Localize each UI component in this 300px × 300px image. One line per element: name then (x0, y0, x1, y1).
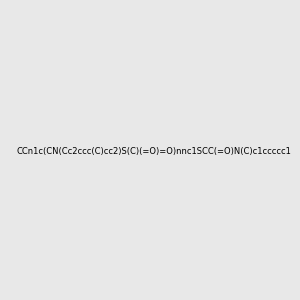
Text: CCn1c(CN(Cc2ccc(C)cc2)S(C)(=O)=O)nnc1SCC(=O)N(C)c1ccccc1: CCn1c(CN(Cc2ccc(C)cc2)S(C)(=O)=O)nnc1SCC… (16, 147, 291, 156)
